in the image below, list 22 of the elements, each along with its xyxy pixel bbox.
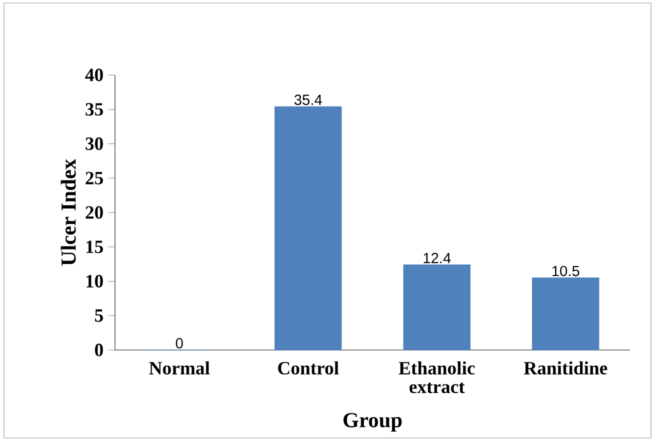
- bar: [532, 278, 600, 350]
- y-tick-label: 20: [86, 206, 103, 219]
- y-tick-label: 25: [86, 172, 103, 184]
- x-tick-label: Ethanolic extract: [398, 361, 475, 394]
- bar: [403, 264, 470, 350]
- y-tick-label: 30: [86, 137, 103, 150]
- x-tick-label: Ranitidine: [524, 361, 608, 375]
- y-tick-label: 5: [95, 309, 103, 322]
- y-tick-label: 15: [86, 240, 103, 254]
- x-axis-title: Group: [344, 412, 402, 432]
- y-tick-label: 0: [95, 344, 103, 356]
- data-label: 35.4: [294, 94, 322, 106]
- data-label: 12.4: [424, 252, 451, 264]
- data-label: 10.5: [552, 266, 580, 276]
- x-tick-label: Normal: [149, 361, 210, 375]
- y-tick-label: 35: [86, 103, 103, 116]
- x-tick-label: Control: [278, 361, 339, 375]
- y-axis-title: Ulcer Index: [60, 158, 76, 266]
- data-label: 0: [176, 338, 183, 348]
- y-tick-label: 10: [86, 274, 103, 288]
- bar: [274, 106, 342, 350]
- y-tick-label: 40: [85, 68, 103, 82]
